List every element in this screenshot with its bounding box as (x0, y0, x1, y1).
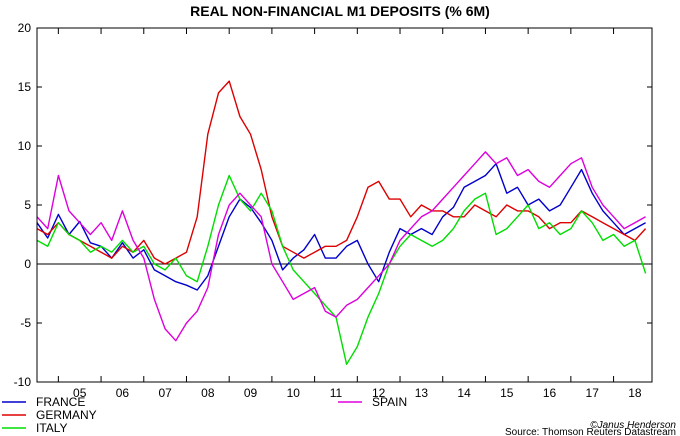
x-tick-label: 06 (116, 386, 130, 400)
x-tick-label: 10 (287, 386, 301, 400)
series-line-spain (36, 151, 646, 342)
series-line-italy (36, 174, 647, 365)
y-tick-label: 5 (24, 198, 31, 212)
series-line-germany (36, 80, 647, 265)
x-tick-label: 16 (543, 386, 557, 400)
series-line-france (36, 162, 646, 291)
x-tick-label: 05 (73, 386, 87, 400)
plot-frame (36, 27, 653, 383)
series-lines (36, 80, 647, 365)
x-tick-label: 09 (244, 386, 258, 400)
x-tick-label: 17 (586, 386, 600, 400)
credit-text: ©Janus Henderson (590, 420, 676, 431)
x-tick-label: 13 (415, 386, 429, 400)
x-tick-label: 12 (372, 386, 386, 400)
y-tick-label: -10 (14, 375, 32, 389)
x-tick-label: 15 (500, 386, 514, 400)
legend-label-spain: SPAIN (372, 395, 407, 409)
x-tick-label: 08 (201, 386, 215, 400)
x-tick-label: 11 (330, 386, 343, 400)
chart-title: REAL NON-FINANCIAL M1 DEPOSITS (% 6M) (190, 3, 490, 19)
x-tick-label: 07 (158, 386, 172, 400)
y-tick-label: 15 (18, 80, 32, 94)
legend-label-italy: ITALY (36, 421, 68, 435)
x-tick-label: 14 (457, 386, 471, 400)
legend-label-france: FRANCE (36, 395, 85, 409)
source-text: Source: Thomson Reuters Datastream (505, 427, 676, 436)
x-tick-label: 18 (628, 386, 642, 400)
y-tick-label: 20 (18, 21, 32, 35)
y-tick-label: 10 (18, 139, 32, 153)
y-tick-label: -5 (20, 316, 31, 330)
legend-label-germany: GERMANY (36, 408, 97, 422)
x-axis: 05 06 07 08 09 10 11 12 13 14 15 16 17 18 (57, 28, 642, 400)
y-tick-label: 0 (24, 257, 31, 271)
y-axis: -10 -5 0 5 10 15 20 (14, 21, 652, 389)
